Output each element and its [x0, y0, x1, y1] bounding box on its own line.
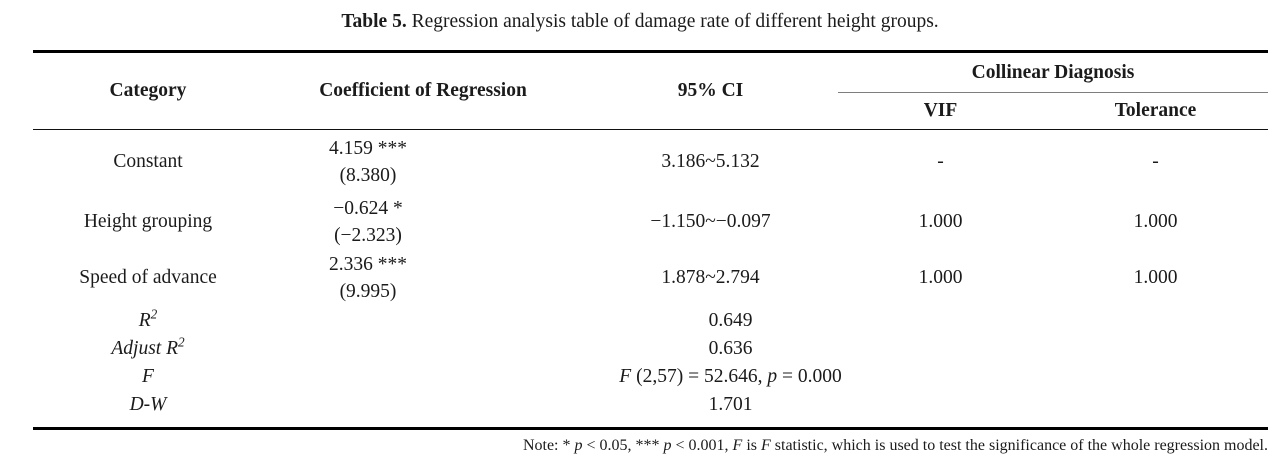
- cell-ci: 3.186~5.132: [583, 129, 838, 194]
- t-statistic: (9.995): [339, 281, 397, 302]
- superscript: 2: [178, 334, 185, 349]
- table-caption-number: Table 5.: [341, 11, 407, 32]
- cell-vif: -: [838, 129, 1043, 194]
- coefficient-value: −0.624 *: [333, 197, 403, 219]
- summary-label-r-squared: R2: [138, 306, 158, 331]
- col-header-vif: VIF: [923, 100, 958, 121]
- coefficient-value: 2.336 ***: [329, 254, 407, 275]
- summary-value-dw: 1.701: [708, 393, 753, 415]
- table-row-constant: Constant 4.159 *** (8.380) 3.186~5.132 -…: [33, 129, 1269, 194]
- t-statistic: (8.380): [339, 164, 397, 186]
- col-header-category: Category: [109, 80, 187, 101]
- summary-label-adjust-r-squared: Adjust R2: [111, 334, 185, 359]
- table-row-speed-of-advance: Speed of advance 2.336 *** (9.995) 1.878…: [33, 250, 1268, 307]
- t-statistic: (−2.323): [334, 224, 402, 246]
- coefficient-value: 4.159 ***: [329, 137, 407, 159]
- cell-coefficient: 4.159 *** (8.380): [263, 129, 583, 194]
- table-row-height-grouping: Height grouping −0.624 * (−2.323) −1.150…: [33, 194, 1268, 250]
- summary-label-f: F: [142, 365, 154, 387]
- cell-tolerance: 1.000: [1133, 267, 1178, 288]
- table-header: Category Coefficient of Regression 95% C…: [33, 51, 1269, 130]
- summary-row-f-statistic: F F (2,57) = 52.646, p = 0.000: [33, 363, 1268, 391]
- col-header-coefficient: Coefficient of Regression: [319, 80, 527, 101]
- regression-table: Category Coefficient of Regression 95% C…: [33, 50, 1269, 430]
- cell-tolerance: -: [1043, 129, 1269, 194]
- summary-label-dw: D-W: [129, 393, 167, 415]
- summary-value-f: F (2,57) = 52.646, p = 0.000: [619, 365, 842, 387]
- col-header-tolerance: Tolerance: [1114, 100, 1197, 121]
- cell-vif: 1.000: [918, 210, 963, 232]
- cell-tolerance: 1.000: [1133, 210, 1178, 232]
- table-note: Note: * p < 0.05, *** p < 0.001, F is F …: [522, 436, 1268, 454]
- cell-coefficient: 2.336 *** (9.995): [263, 250, 583, 307]
- summary-row-adjust-r-squared: Adjust R2 0.636: [33, 335, 1268, 363]
- summary-row-r-squared: R2 0.649: [33, 307, 1268, 335]
- table-caption-text: Regression analysis table of damage rate…: [406, 11, 939, 32]
- cell-vif: 1.000: [918, 267, 963, 288]
- summary-value-r-squared: 0.649: [708, 309, 753, 331]
- cell-category: Speed of advance: [79, 267, 217, 288]
- cell-coefficient: −0.624 * (−2.323): [263, 194, 583, 250]
- summary-row-durbin-watson: D-W 1.701: [33, 391, 1268, 429]
- summary-value-adjust-r-squared: 0.636: [708, 337, 753, 359]
- cell-category: Constant: [33, 129, 263, 194]
- superscript: 2: [150, 306, 158, 321]
- col-header-collinear-diagnosis: Collinear Diagnosis: [838, 51, 1269, 93]
- cell-ci: −1.150~−0.097: [650, 210, 771, 232]
- col-header-ci: 95% CI: [677, 80, 744, 101]
- cell-category: Height grouping: [83, 210, 213, 232]
- cell-ci: 1.878~2.794: [661, 267, 760, 288]
- table-caption: Table 5. Regression analysis table of da…: [0, 0, 1280, 35]
